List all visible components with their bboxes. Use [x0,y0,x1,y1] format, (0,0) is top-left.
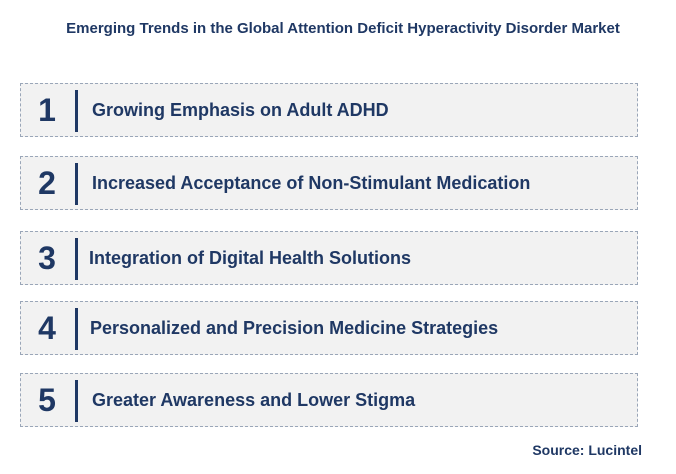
trend-label: Increased Acceptance of Non-Stimulant Me… [92,172,531,193]
trend-label: Greater Awareness and Lower Stigma [92,389,416,410]
trend-number: 2 [38,164,56,201]
trend-label: Personalized and Precision Medicine Stra… [90,317,499,338]
trend-item-3: 3 Integration of Digital Health Solution… [20,231,638,285]
trend-number: 4 [38,309,56,346]
trend-item-4: 4 Personalized and Precision Medicine St… [20,301,638,355]
trend-label: Growing Emphasis on Adult ADHD [92,99,389,120]
trend-item-1: 1 Growing Emphasis on Adult ADHD [20,83,638,137]
diagram-title: Emerging Trends in the Global Attention … [66,20,620,37]
source-caption: Source: Lucintel [532,442,642,458]
trend-divider [75,90,78,132]
trend-item-2: 2 Increased Acceptance of Non-Stimulant … [20,156,638,210]
trend-item-5: 5 Greater Awareness and Lower Stigma [20,373,638,427]
trend-divider [75,238,78,280]
trend-label: Integration of Digital Health Solutions [89,247,411,268]
trend-number: 5 [38,381,56,418]
trend-divider [75,163,78,205]
trend-divider [75,308,78,350]
trend-number: 3 [38,239,56,276]
trend-number: 1 [38,91,56,128]
trend-divider [75,380,78,422]
